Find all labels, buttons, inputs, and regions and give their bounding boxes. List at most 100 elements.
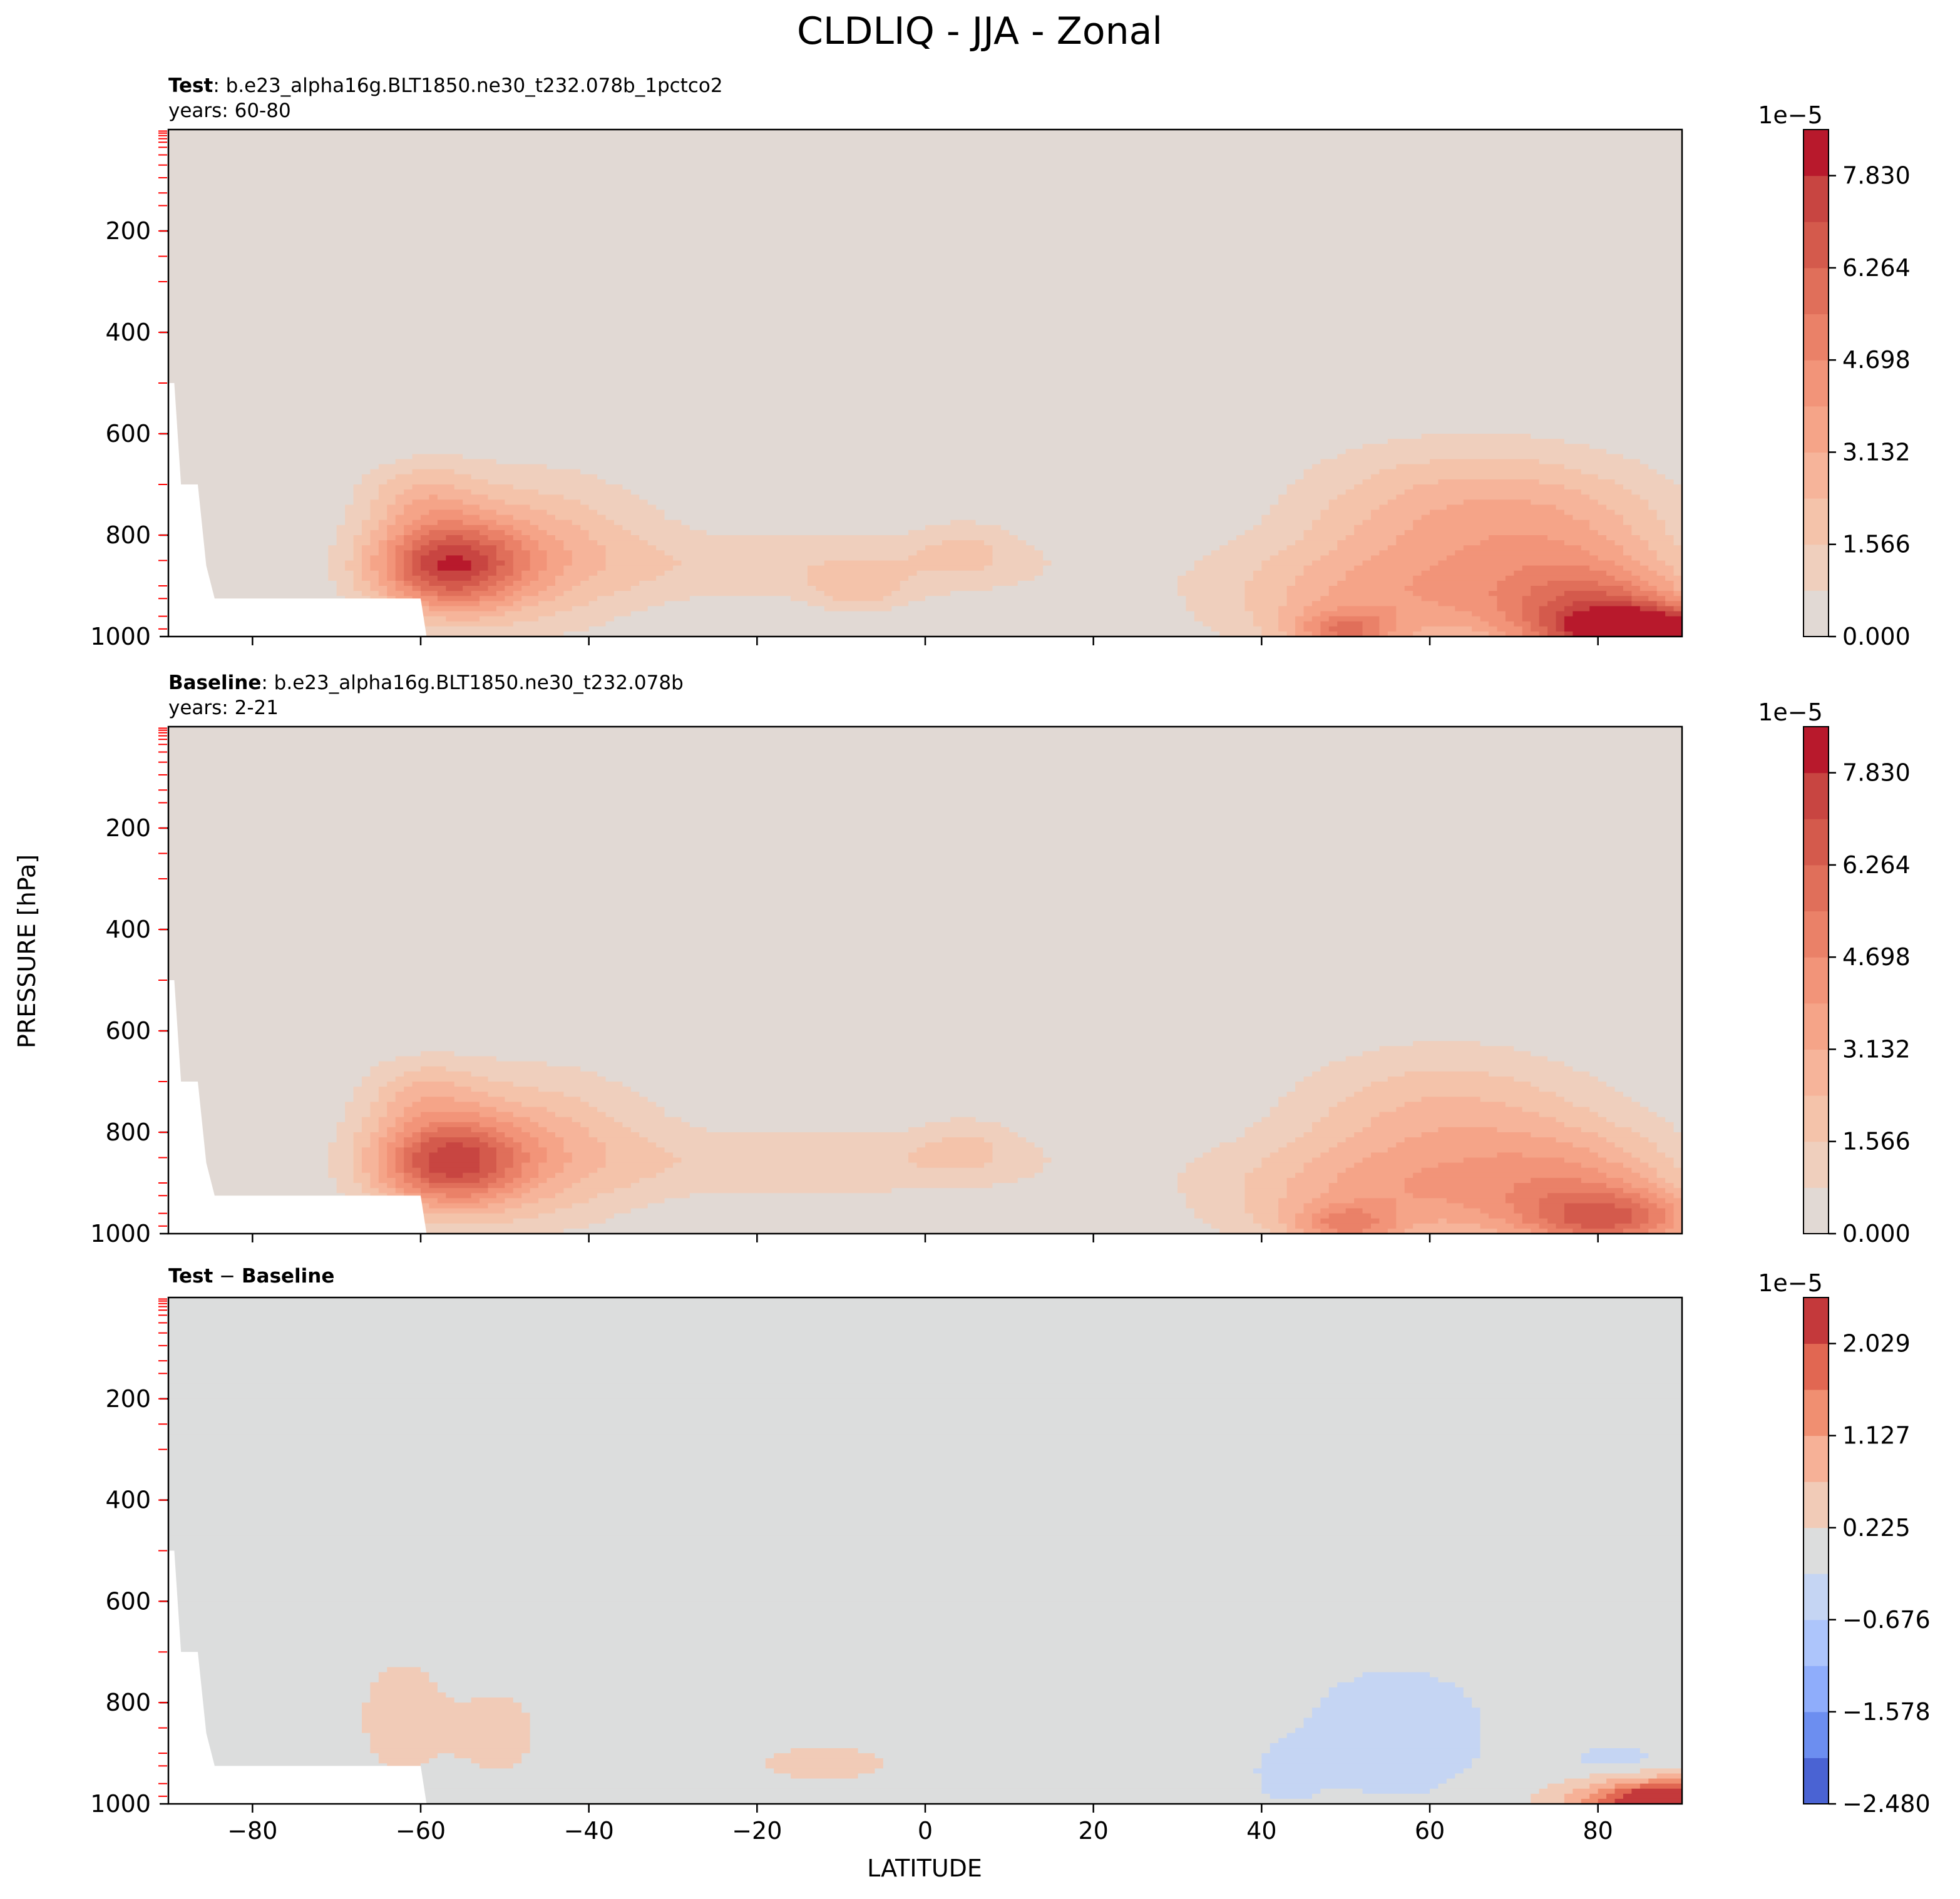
contour-cell — [992, 1152, 1044, 1159]
contour-cell — [345, 1117, 362, 1123]
contour-cell — [168, 1137, 337, 1143]
colorbar-band — [1804, 957, 1829, 1004]
x-tick-label: 60 — [1415, 1817, 1445, 1845]
contour-cell — [1311, 1127, 1363, 1133]
contour-cell — [378, 1753, 438, 1759]
contour-cell — [370, 560, 387, 566]
contour-cell — [370, 509, 387, 516]
contour-cell — [488, 586, 505, 591]
contour-cell — [580, 1066, 1321, 1072]
contour-cell — [168, 1167, 329, 1174]
contour-cell — [824, 606, 892, 612]
contour-cell — [572, 586, 632, 591]
contour-cell — [538, 1162, 564, 1169]
contour-cell — [378, 575, 387, 581]
contour-cell — [563, 494, 640, 500]
contour-cell — [1614, 509, 1658, 516]
contour-cell — [480, 1167, 497, 1174]
contour-cell — [563, 1147, 607, 1153]
contour-cell — [404, 1188, 421, 1194]
contour-cell — [168, 535, 337, 541]
contour-cell — [530, 1733, 1288, 1739]
contour-cell — [1631, 601, 1658, 607]
contour-cell — [168, 1147, 329, 1153]
contour-cell — [613, 1213, 1195, 1219]
contour-cell — [513, 1177, 531, 1184]
contour-cell — [530, 520, 573, 526]
panel-subtitle: years: 2-21 — [168, 697, 279, 719]
contour-cell — [328, 555, 354, 561]
y-tick-label: 600 — [105, 1587, 151, 1615]
contour-cell — [1589, 520, 1624, 526]
contour-cell — [925, 545, 993, 551]
contour-cell — [984, 540, 1027, 546]
contour-cell — [505, 1208, 556, 1214]
contour-cell — [555, 535, 590, 541]
contour-cell — [1648, 1162, 1675, 1169]
contour-cell — [1648, 1137, 1682, 1143]
contour-cell — [404, 565, 413, 571]
contour-cell — [480, 1137, 497, 1143]
contour-cell — [387, 550, 396, 556]
contour-cell — [1463, 1692, 1682, 1698]
contour-cell — [412, 469, 455, 475]
contour-cell — [1379, 616, 1397, 622]
contour-cell — [168, 1358, 1682, 1364]
x-tick-label: 0 — [918, 1817, 933, 1845]
contour-cell — [1311, 464, 1397, 470]
colorbar-band — [1804, 1141, 1829, 1188]
contour-cell — [370, 1697, 455, 1703]
contour-cell — [488, 1092, 564, 1097]
contour-cell — [1598, 1076, 1682, 1082]
contour-cell — [1631, 1167, 1658, 1174]
contour-cell — [1623, 565, 1649, 571]
contour-cell — [521, 1702, 1321, 1708]
contour-cell — [1514, 1203, 1540, 1209]
contour-cell — [168, 185, 1682, 191]
contour-cell — [1278, 1203, 1305, 1209]
contour-cell — [613, 616, 1195, 622]
contour-cell — [1286, 631, 1296, 637]
contour-cell — [1413, 631, 1489, 637]
contour-cell — [505, 1142, 522, 1148]
contour-cell — [168, 1667, 387, 1673]
contour-cell — [546, 464, 1313, 470]
contour-cell — [412, 586, 421, 591]
contour-cell — [1639, 1768, 1682, 1774]
contour-cell — [1581, 1223, 1616, 1229]
contour-cell — [1261, 1763, 1472, 1769]
contour-cell — [496, 1162, 514, 1169]
contour-cell — [168, 1318, 1682, 1324]
contour-cell — [664, 550, 918, 556]
contour-cell — [387, 1172, 404, 1179]
contour-cell — [513, 1137, 539, 1143]
contour-cell — [1362, 560, 1439, 566]
contour-cell — [1623, 1228, 1649, 1234]
contour-cell — [168, 1642, 1682, 1647]
contour-cell — [404, 1213, 539, 1219]
contour-cell — [168, 1606, 1682, 1612]
contour-cell — [1244, 1127, 1313, 1133]
contour-cell — [1320, 1193, 1414, 1199]
contour-cell — [1286, 1183, 1330, 1189]
contour-cell — [1337, 621, 1363, 627]
contour-cell — [387, 1112, 404, 1118]
contour-cell — [395, 535, 404, 541]
contour-cell — [387, 1142, 404, 1148]
contour-cell — [168, 732, 1682, 737]
contour-cell — [480, 596, 505, 601]
contour-cell — [858, 1773, 1262, 1779]
contour-cell — [496, 1177, 514, 1184]
contour-cell — [353, 535, 371, 541]
contour-cell — [421, 545, 438, 551]
contour-cell — [168, 1728, 362, 1734]
contour-cell — [168, 822, 1682, 829]
contour-cell — [588, 626, 1212, 632]
contour-cell — [605, 550, 665, 556]
contour-cell — [168, 565, 329, 571]
contour-cell — [1244, 1183, 1288, 1189]
contour-cell — [664, 1112, 1271, 1118]
contour-cell — [1379, 626, 1397, 632]
contour-cell — [1480, 1748, 1590, 1754]
contour-cell — [588, 1198, 665, 1204]
